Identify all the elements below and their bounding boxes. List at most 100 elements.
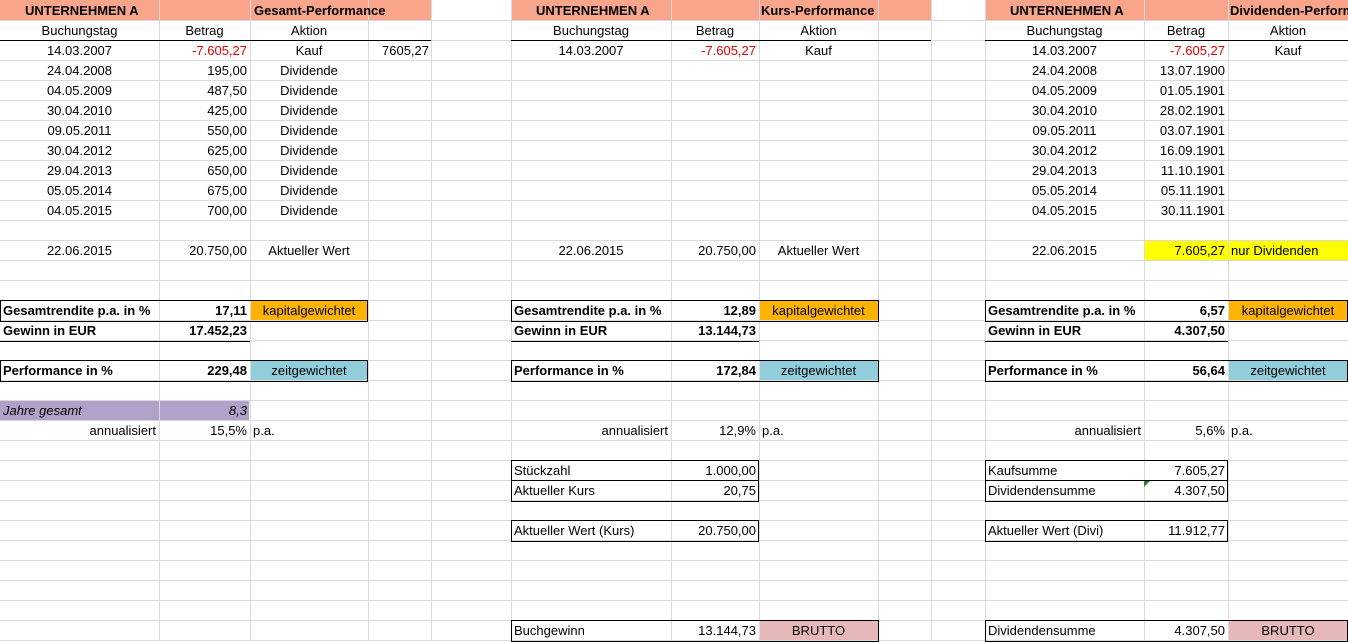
rendite-label[interactable]: Gesamtrendite p.a. in % [3,303,151,318]
wert-label[interactable]: Aktueller Wert (Divi) [988,523,1104,538]
divsumme-value[interactable]: 4.307,50 [1174,483,1225,498]
performance-label[interactable]: Performance in % [514,363,624,378]
cell-amount[interactable]: -7.605,27 [192,43,247,58]
cell-date[interactable]: 05.05.2014 [1031,183,1098,198]
cell-amount[interactable]: 425,00 [207,103,247,118]
cell-amount[interactable]: 650,00 [207,163,247,178]
annual-label[interactable]: annualisiert [89,423,157,438]
annual-unit[interactable]: p.a. [253,423,275,438]
cell-action[interactable]: Dividende [280,63,338,78]
gewinn-value[interactable]: 4.307,50 [1174,323,1225,338]
cell-date[interactable]: 29.04.2013 [46,163,113,178]
jahre-label[interactable]: Jahre gesamt [3,403,82,418]
kurs-value[interactable]: 20,75 [723,483,756,498]
cell-action[interactable]: Dividende [280,183,338,198]
gewinn-value[interactable]: 13.144,73 [698,323,756,338]
rendite-label[interactable]: Gesamtrendite p.a. in % [514,303,662,318]
stueck-value[interactable]: 1.000,00 [705,463,756,478]
cell-amount[interactable]: 03.07.1901 [1159,123,1225,138]
current-amount[interactable]: 20.750,00 [189,243,247,258]
rendite-tag[interactable]: kapitalgewichtet [262,303,356,318]
cell-date[interactable]: 05.05.2014 [46,183,113,198]
cell-date[interactable]: 30.04.2010 [46,103,113,118]
cell-action[interactable]: Dividende [280,143,338,158]
current-date[interactable]: 22.06.2015 [46,243,113,258]
cell-date[interactable]: 30.04.2012 [46,143,113,158]
cell-amount[interactable]: 16.09.1901 [1159,143,1225,158]
divsumme-label[interactable]: Dividendensumme [988,483,1096,498]
cell-amount[interactable]: 01.05.1901 [1159,83,1225,98]
cell-date[interactable]: 04.05.2015 [46,203,113,218]
cell-amount[interactable]: 05.11.1901 [1160,183,1225,198]
rendite-label[interactable]: Gesamtrendite p.a. in % [988,303,1136,318]
current-label[interactable]: Aktueller Wert [777,243,860,258]
cell-amount[interactable]: 675,00 [207,183,247,198]
buch-tag[interactable]: BRUTTO [791,623,846,638]
performance-tag[interactable]: zeitgewichtet [1250,363,1326,378]
performance-tag[interactable]: zeitgewichtet [780,363,857,378]
gewinn-label[interactable]: Gewinn in EUR [988,323,1082,338]
stueck-label[interactable]: Stückzahl [514,463,571,478]
cell-date[interactable]: 04.05.2009 [1031,83,1098,98]
cell-action[interactable]: Kauf [805,43,832,58]
cell-action[interactable]: Dividende [280,103,338,118]
cell-amount[interactable]: 700,00 [207,203,247,218]
cell-date[interactable]: 09.05.2011 [1032,123,1097,138]
annual-unit[interactable]: p.a. [1231,423,1253,438]
cell-date[interactable]: 14.03.2007 [46,43,113,58]
wert-label[interactable]: Aktueller Wert (Kurs) [514,523,635,538]
rendite-value[interactable]: 6,57 [1199,303,1225,318]
buch-value[interactable]: 13.144,73 [698,623,756,638]
kaufsumme-label[interactable]: Kaufsumme [988,463,1058,478]
kaufsumme-value[interactable]: 7.605,27 [1174,463,1225,478]
performance-label[interactable]: Performance in % [988,363,1098,378]
cell-date[interactable]: 14.03.2007 [1031,43,1098,58]
cell-date[interactable]: 24.04.2008 [46,63,113,78]
current-label[interactable]: nur Dividenden [1231,243,1319,258]
cell-amount[interactable]: -7.605,27 [1170,43,1225,58]
current-amount[interactable]: 20.750,00 [698,243,756,258]
cell-date[interactable]: 04.05.2015 [1031,203,1098,218]
performance-value[interactable]: 172,84 [716,363,756,378]
cell-date[interactable]: 29.04.2013 [1031,163,1098,178]
cell-amount[interactable]: 11.10.1901 [1160,163,1225,178]
kurs-label[interactable]: Aktueller Kurs [514,483,595,498]
rendite-tag[interactable]: kapitalgewichtet [772,303,865,318]
annual-value[interactable]: 5,6% [1195,423,1225,438]
cell-date[interactable]: 24.04.2008 [1031,63,1098,78]
cell-amount[interactable]: 625,00 [207,143,247,158]
cell-amount[interactable]: 550,00 [207,123,247,138]
cell-action[interactable]: Dividende [280,163,338,178]
wert-value[interactable]: 20.750,00 [698,523,756,538]
gewinn-value[interactable]: 17.452,23 [189,323,247,338]
performance-label[interactable]: Performance in % [3,363,113,378]
cell-amount[interactable]: 13.07.1900 [1159,63,1225,78]
cell-date[interactable]: 04.05.2009 [46,83,113,98]
current-date[interactable]: 22.06.2015 [558,243,624,258]
cell-amount[interactable]: 195,00 [207,63,247,78]
cell-action[interactable]: Kauf [1274,43,1302,58]
divsumme2-label[interactable]: Dividendensumme [988,623,1096,638]
wert-value[interactable]: 11.912,77 [1168,523,1225,538]
rendite-tag[interactable]: kapitalgewichtet [1241,303,1335,318]
annual-unit[interactable]: p.a. [762,423,784,438]
annual-value[interactable]: 12,9% [719,423,756,438]
divsumme2-tag[interactable]: BRUTTO [1261,623,1315,638]
cell-date[interactable]: 30.04.2010 [1031,103,1098,118]
annual-label[interactable]: annualisiert [1074,423,1142,438]
cell-extra[interactable]: 7605,27 [382,43,429,58]
annual-value[interactable]: 15,5% [210,423,247,438]
current-amount[interactable]: 7.605,27 [1174,243,1225,258]
comment-indicator-icon[interactable] [1144,481,1150,487]
annual-label[interactable]: annualisiert [601,423,669,438]
jahre-value[interactable]: 8,3 [228,403,247,418]
cell-action[interactable]: Kauf [295,43,323,58]
performance-value[interactable]: 56,64 [1192,363,1225,378]
cell-date[interactable]: 30.04.2012 [1031,143,1098,158]
rendite-value[interactable]: 12,89 [723,303,756,318]
buch-label[interactable]: Buchgewinn [514,623,585,638]
performance-value[interactable]: 229,48 [207,363,247,378]
cell-date[interactable]: 09.05.2011 [47,123,112,138]
performance-tag[interactable]: zeitgewichtet [271,363,347,378]
